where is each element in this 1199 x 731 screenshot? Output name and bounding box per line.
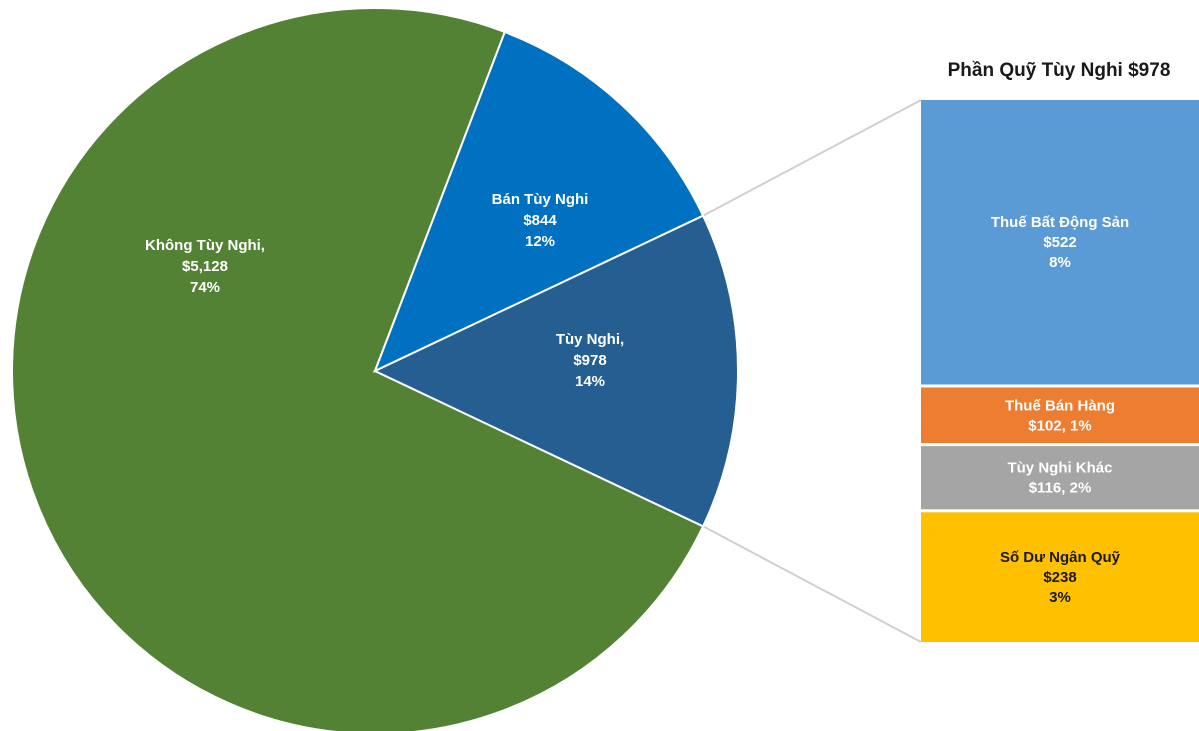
bar-segment-3 bbox=[921, 446, 1199, 510]
bar-label-1-line-3: 8% bbox=[1049, 254, 1071, 271]
connector-lines bbox=[702, 99, 922, 643]
pie-label-3-line-2: $978 bbox=[573, 352, 606, 369]
pie-label-1-line-3: 74% bbox=[190, 279, 220, 296]
pie-label-3-line-3: 14% bbox=[575, 373, 605, 390]
pie-label-3-line-1: Tùy Nghi, bbox=[556, 331, 624, 348]
bar-label-1-line-2: $522 bbox=[1043, 234, 1076, 251]
bar-label-1-line-1: Thuế Bất Động Sản bbox=[991, 214, 1129, 231]
bar-label-3-line-1: Tùy Nghi Khác bbox=[1007, 460, 1112, 477]
bar-label-4-line-1: Số Dư Ngân Quỹ bbox=[1000, 549, 1121, 566]
connector-line-bottom bbox=[702, 525, 922, 643]
pie-label-2-line-1: Bán Tùy Nghi bbox=[492, 191, 589, 208]
connector-line-top bbox=[702, 99, 922, 217]
pie-label-2-line-2: $844 bbox=[523, 212, 557, 229]
bar-label-3-line-2: $116, 2% bbox=[1029, 480, 1092, 497]
bar-segment-2 bbox=[921, 387, 1199, 444]
pie-label-1-line-1: Không Tùy Nghi, bbox=[145, 237, 265, 254]
pie-label-2-line-3: 12% bbox=[525, 233, 555, 250]
pie-slice-3 bbox=[372, 214, 739, 528]
bar-label-2-line-2: $102, 1% bbox=[1028, 417, 1091, 434]
bar-title: Phần Quỹ Tùy Nghi $978 bbox=[948, 60, 1171, 81]
pie-slice-2 bbox=[373, 30, 705, 373]
bar-label-4-line-2: $238 bbox=[1043, 569, 1076, 586]
pie-chart: Không Tùy Nghi, $5,128 74% Bán Tùy Nghi $844… bbox=[11, 7, 739, 731]
stacked-bar: Thuế Bất Động Sản $522 8% Thuế Bán Hàng $102… bbox=[921, 100, 1199, 642]
bar-label-4-line-3: 3% bbox=[1049, 589, 1071, 606]
pie-label-1-line-2: $5,128 bbox=[182, 258, 228, 275]
bar-segment-1 bbox=[921, 100, 1199, 385]
bar-label-2-line-1: Thuế Bán Hàng bbox=[1005, 397, 1115, 414]
bar-segment-4 bbox=[921, 512, 1199, 642]
pie-slice-1 bbox=[11, 7, 705, 731]
